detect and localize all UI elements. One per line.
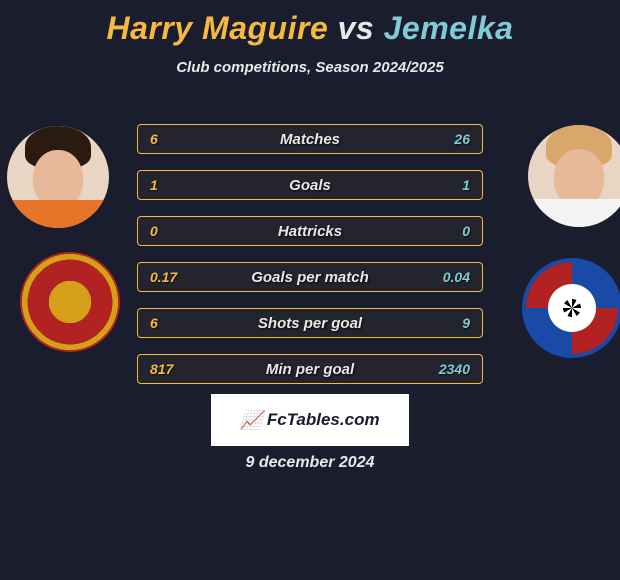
player2-club-logo [522,258,620,358]
stat-value-right: 2340 [439,361,470,377]
player1-face-placeholder [7,126,109,228]
brand-logo-icon: 📈 [240,410,262,431]
stat-row: 0 Hattricks 0 [137,216,483,246]
stat-row: 817 Min per goal 2340 [137,354,483,384]
stat-value-left: 6 [150,315,158,331]
manchester-united-crest-icon [20,252,120,352]
stat-label: Matches [280,131,340,148]
brand-text: FcTables.com [267,410,380,430]
player1-club-logo [20,252,120,352]
player2-name: Jemelka [384,10,514,46]
stat-value-right: 0.04 [443,269,470,285]
player2-photo [528,125,620,227]
stats-table: 6 Matches 26 1 Goals 1 0 Hattricks 0 0.1… [137,124,483,400]
brand-box: 📈 FcTables.com [211,394,409,446]
stat-value-right: 9 [462,315,470,331]
stat-value-left: 817 [150,361,173,377]
stat-row: 6 Matches 26 [137,124,483,154]
stat-value-left: 6 [150,131,158,147]
player1-name: Harry Maguire [107,10,329,46]
viktoria-plzen-crest-icon [522,258,620,358]
vs-text: vs [338,10,375,46]
stat-label: Goals per match [251,269,369,286]
stat-value-left: 0.17 [150,269,177,285]
stat-row: 0.17 Goals per match 0.04 [137,262,483,292]
stat-value-left: 0 [150,223,158,239]
stat-value-left: 1 [150,177,158,193]
stat-row: 1 Goals 1 [137,170,483,200]
comparison-title: Harry Maguire vs Jemelka [0,0,620,47]
subtitle: Club competitions, Season 2024/2025 [0,59,620,76]
stat-value-right: 26 [454,131,470,147]
stat-value-right: 0 [462,223,470,239]
stat-label: Shots per goal [258,315,362,332]
player2-face-placeholder [528,125,620,227]
player1-photo [7,126,109,228]
date-text: 9 december 2024 [246,454,375,472]
stat-label: Goals [289,177,331,194]
stat-label: Hattricks [278,223,342,240]
stat-label: Min per goal [266,361,354,378]
stat-row: 6 Shots per goal 9 [137,308,483,338]
stat-value-right: 1 [462,177,470,193]
